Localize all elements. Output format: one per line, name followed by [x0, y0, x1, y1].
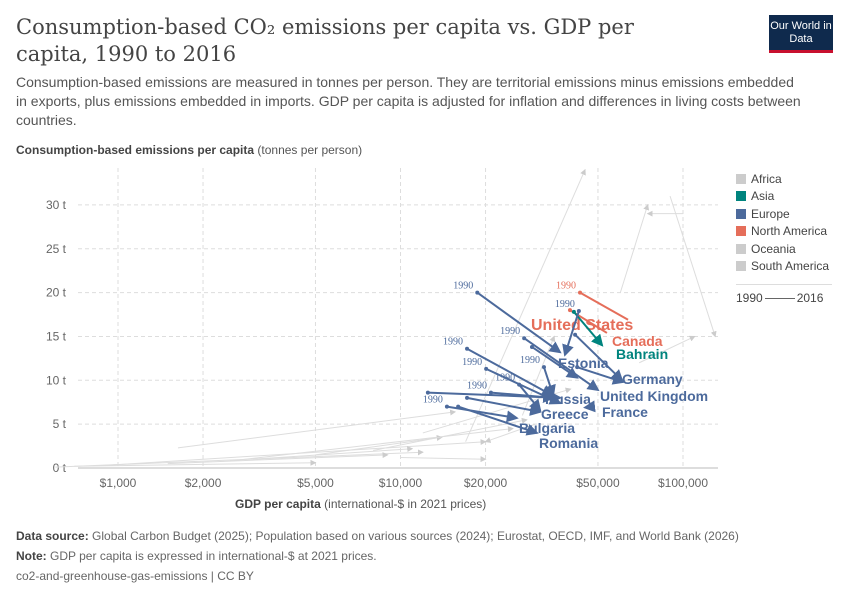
series-arrow	[583, 400, 596, 413]
country-label: United Kingdom	[600, 388, 708, 404]
legend-divider	[736, 284, 832, 285]
country-label: Greece	[541, 406, 589, 422]
legend-swatch	[736, 173, 746, 184]
legend-item-europe[interactable]: Europe	[736, 205, 829, 223]
start-year-label: 1990	[520, 355, 540, 366]
country-label: Germany	[622, 371, 683, 387]
start-year-label: 1990	[556, 281, 576, 292]
series-arrow	[523, 337, 600, 392]
background-arrow	[167, 452, 389, 465]
y-tick-label: 30 t	[46, 198, 67, 212]
x-axis-label: GDP per capita (international-$ in 2021 …	[235, 497, 487, 511]
legend-item-south-america[interactable]: South America	[736, 258, 829, 276]
series-arrow	[543, 366, 556, 398]
country-label: France	[602, 404, 648, 420]
country-label: Bahrain	[616, 346, 668, 362]
legend-item-africa[interactable]: Africa	[736, 170, 829, 188]
y-tick-label: 10 t	[46, 373, 67, 387]
y-tick-label: 25 t	[46, 242, 67, 256]
legend-item-asia[interactable]: Asia	[736, 188, 829, 206]
series-arrow	[562, 310, 580, 357]
country-label: Estonia	[558, 355, 609, 371]
legend-swatch	[736, 191, 746, 202]
y-tick-label: 5 t	[53, 417, 67, 431]
background-arrow	[373, 417, 528, 451]
chart-title: Consumption-based CO₂ emissions per capi…	[16, 15, 634, 66]
start-year-label: 1990	[423, 395, 443, 406]
background-arrow	[315, 435, 443, 456]
x-tick-label: $5,000	[297, 476, 334, 490]
start-year-label: 1990	[500, 326, 520, 337]
country-label: Romania	[539, 435, 598, 451]
x-tick-label: $2,000	[185, 476, 222, 490]
series-arrow	[457, 405, 539, 436]
background-arrow	[177, 409, 457, 449]
country-label: Bulgaria	[519, 420, 575, 436]
legend-swatch	[736, 261, 746, 272]
year-range-legend: 1990 2016	[736, 291, 824, 305]
series-arrow	[466, 347, 554, 397]
y-axis-label: Consumption-based emissions per capita (…	[16, 143, 363, 157]
series-arrow	[427, 391, 563, 404]
background-arrow	[230, 426, 514, 462]
background-arrow	[465, 168, 586, 442]
y-tick-label: 15 t	[46, 329, 67, 343]
owid-logo[interactable]: Our World in Data	[769, 15, 833, 53]
series-arrow	[466, 396, 543, 416]
background-arrow	[400, 456, 487, 463]
legend-item-oceania[interactable]: Oceania	[736, 240, 829, 258]
background-arrow	[252, 446, 414, 460]
data-source: Data source: Global Carbon Budget (2025)…	[16, 529, 739, 543]
chart-subtitle: Consumption-based emissions are measured…	[16, 74, 801, 128]
license-link[interactable]: co2-and-greenhouse-gas-emissions | CC BY	[16, 569, 254, 583]
start-year-label: 1990	[453, 281, 473, 292]
y-tick-label: 20 t	[46, 286, 67, 300]
series-arrow	[576, 366, 625, 385]
x-tick-label: $50,000	[576, 476, 620, 490]
x-tick-label: $20,000	[464, 476, 508, 490]
x-tick-label: $10,000	[379, 476, 423, 490]
background-arrow	[74, 459, 317, 467]
series-arrow	[574, 333, 624, 382]
country-label: United States	[531, 317, 633, 334]
series-arrow	[531, 346, 579, 379]
start-year-label: 1990	[462, 357, 482, 368]
series-arrow	[579, 291, 629, 321]
background-arrow	[619, 203, 650, 293]
series-arrow	[573, 311, 604, 347]
y-tick-label: 0 t	[53, 461, 67, 475]
legend: Africa Asia Europe North America Oceania…	[736, 170, 829, 275]
x-tick-label: $100,000	[658, 476, 708, 490]
legend-swatch	[736, 226, 746, 237]
start-year-label: 1990	[495, 373, 515, 384]
series-arrow	[476, 291, 562, 354]
note: Note: GDP per capita is expressed in int…	[16, 549, 377, 563]
x-tick-label: $1,000	[100, 476, 137, 490]
start-year-label: 1990	[555, 299, 575, 310]
background-arrow	[669, 195, 717, 338]
background-arrow	[639, 335, 696, 364]
start-year-label: 1990	[467, 381, 487, 392]
arrow-icon	[764, 297, 795, 299]
legend-swatch	[736, 243, 746, 254]
country-label: Canada	[612, 333, 663, 349]
legend-swatch	[736, 208, 746, 219]
legend-item-north-america[interactable]: North America	[736, 223, 829, 241]
start-year-label: 1990	[443, 337, 463, 348]
